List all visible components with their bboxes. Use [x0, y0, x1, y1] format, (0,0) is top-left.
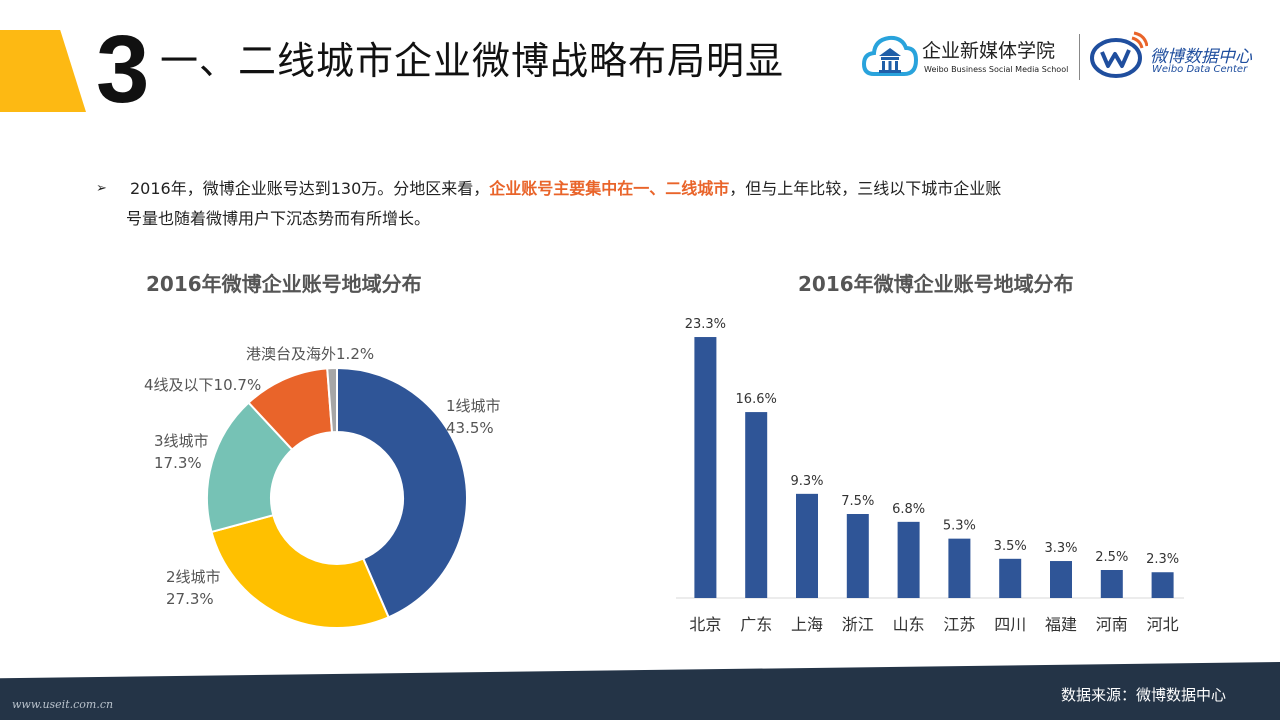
page-title: 一、二线城市企业微博战略布局明显: [160, 39, 785, 83]
summary-text-a: 2016年，微博企业账号达到130万。分地区来看，: [130, 179, 490, 198]
data-center-name: 微博数据中心: [1150, 47, 1252, 67]
accent-bar: [0, 30, 86, 112]
bar-上海: [796, 493, 818, 598]
donut-slice-label: 1线城市 43.5%: [446, 395, 501, 439]
cloud-school-icon: [862, 35, 918, 76]
slice-name: 港澳台及海外: [246, 345, 337, 363]
school-subtitle: Weibo Business Social Media School: [924, 65, 1069, 74]
bar-value-label: 16.6%: [736, 392, 777, 407]
bar-category-label: 山东: [893, 615, 925, 634]
slice-value: 43.5%: [446, 419, 494, 437]
bar-河北: [1151, 572, 1174, 598]
data-center-subtitle: Weibo Data Center: [1152, 64, 1248, 75]
bar-value-label: 9.3%: [790, 474, 823, 489]
bar-category-label: 上海: [791, 615, 823, 634]
summary-text-b: ，但与上年比较，三线以下城市企业账: [729, 179, 1002, 198]
donut-slice: [210, 513, 390, 629]
summary-line-1: 2016年，微博企业账号达到130万。分地区来看，企业账号主要集中在一、二线城市…: [130, 174, 1001, 204]
section-number: 3: [96, 16, 150, 123]
bar-category-label: 四川: [994, 615, 1026, 634]
bar-chart: 23.3% 北京 16.6% 广东 9.3% 上海 7.5% 浙江 6.8% 山东 5.3% 江苏 3.…: [676, 317, 1184, 634]
donut-slice-label: 4线及以下10.7%: [144, 374, 261, 396]
bar-value-label: 7.5%: [841, 494, 874, 509]
donut-slice: [336, 366, 468, 619]
bar-value-label: 5.3%: [943, 519, 976, 534]
donut-chart: [206, 366, 468, 629]
bar-河南: [1100, 570, 1123, 598]
school-name: 企业新媒体学院: [922, 40, 1056, 62]
bar-广东: [745, 412, 768, 598]
slice-name: 3线城市: [154, 432, 209, 450]
donut-slice-label: 港澳台及海外1.2%: [246, 343, 374, 365]
bar-value-label: 2.3%: [1146, 552, 1179, 567]
bar-北京: [694, 337, 717, 598]
bar-value-label: 6.8%: [892, 502, 925, 517]
slice-value: 10.7%: [213, 376, 262, 394]
bar-category-label: 江苏: [943, 615, 975, 634]
arrow-bullet-icon: ➢: [96, 181, 107, 196]
bar-chart-title: 2016年微博企业账号地域分布: [798, 272, 1074, 296]
bar-category-label: 广东: [740, 615, 772, 634]
summary-highlight: 企业账号主要集中在一、二线城市: [489, 179, 730, 198]
bar-category-label: 河南: [1096, 615, 1128, 634]
bar-category-label: 河北: [1147, 615, 1179, 634]
bar-category-label: 北京: [689, 615, 721, 634]
slice-name: 2线城市: [166, 568, 221, 586]
bar-山东: [897, 521, 920, 598]
slice-name: 1线城市: [446, 397, 501, 415]
bar-value-label: 3.3%: [1044, 541, 1077, 556]
bar-value-label: 2.5%: [1095, 550, 1128, 565]
bar-category-label: 福建: [1045, 615, 1077, 634]
site-watermark: www.useit.com.cn: [12, 698, 114, 711]
slice-value: 1.2%: [336, 345, 375, 363]
donut-slice-label: 2线城市 27.3%: [166, 566, 221, 610]
donut-slice: [326, 366, 338, 434]
pie-chart-title: 2016年微博企业账号地域分布: [146, 272, 422, 296]
bar-value-label: 3.5%: [994, 539, 1027, 554]
bar-浙江: [846, 514, 869, 598]
bar-value-label: 23.3%: [685, 317, 726, 332]
bar-福建: [1050, 561, 1072, 598]
bar-category-label: 浙江: [842, 615, 874, 634]
bar-四川: [999, 558, 1022, 598]
summary-line-2: 号量也随着微博用户下沉态势而有所增长。: [126, 209, 431, 228]
donut-slice-label: 3线城市 17.3%: [154, 430, 209, 474]
weibo-w-icon: [1090, 31, 1148, 78]
data-center-logo: 微博数据中心 Weibo Data Center: [1088, 30, 1273, 82]
logo-divider: [1079, 34, 1080, 80]
bar-江苏: [948, 538, 971, 598]
data-source: 数据来源：微博数据中心: [1060, 686, 1226, 704]
slice-name: 4线及以下: [144, 376, 214, 394]
slice-value: 27.3%: [166, 590, 214, 608]
school-logo: 企业新媒体学院 Weibo Business Social Media Scho…: [862, 32, 1072, 82]
slice-value: 17.3%: [154, 454, 202, 472]
